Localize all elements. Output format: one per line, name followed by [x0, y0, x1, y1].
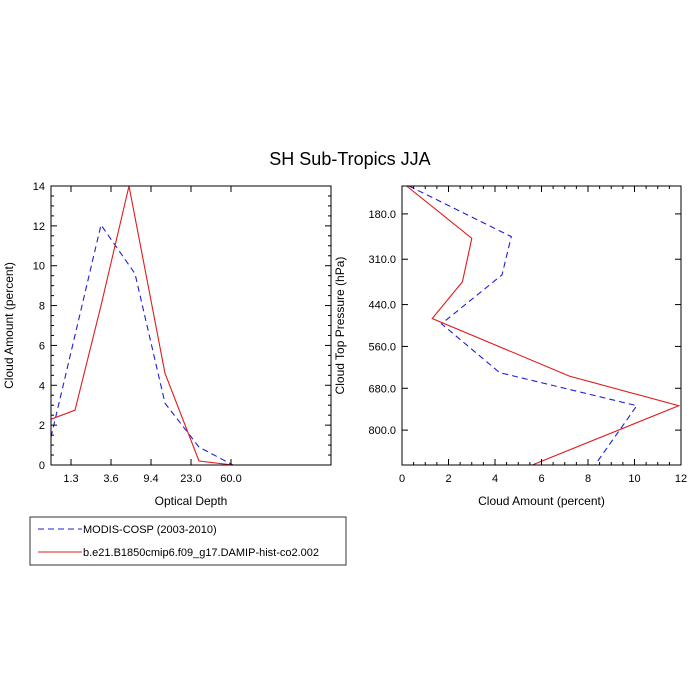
left-ytick-label-4: 8: [39, 301, 45, 313]
right-xtick-label-1: 2: [445, 473, 451, 485]
left-ytick-label-2: 4: [39, 380, 45, 392]
legend: MODIS-COSP (2003-2010) b.e21.B1850cmip6.…: [29, 516, 347, 566]
right-ytick-label-0: 180.0: [368, 209, 396, 221]
left-ytick-label-1: 2: [39, 420, 45, 432]
chart-title: SH Sub-Tropics JJA: [269, 149, 430, 169]
right-ytick-label-4: 680.0: [368, 383, 396, 395]
left-series-obs-line: [51, 223, 234, 465]
left-xtick-label-0: 1.3: [63, 473, 78, 485]
left-xtick-label-4: 60.0: [220, 473, 241, 485]
left-xtick-label-2: 9.4: [143, 473, 158, 485]
right-ytick-label-5: 800.0: [368, 425, 396, 437]
right-ytick-label-1: 310.0: [368, 254, 396, 266]
left-frame: [50, 185, 332, 466]
left-ytick-label-0: 0: [39, 460, 45, 472]
left-ytick-label-6: 12: [33, 221, 45, 233]
right-y-axis-label: Cloud Top Pressure (hPa): [333, 257, 347, 395]
left-series-model-line: [51, 186, 234, 465]
right-panel-cloud-top-pressure: 0 2 4 6 8 10 12 180.0 310.0 440.0 560.0 680.0 800.0 C…: [333, 185, 687, 508]
right-ytick-label-3: 560.0: [368, 341, 396, 353]
left-panel-optical-depth: 1.3 3.6 9.4 23.0 60.0 0 2 4 6 8 10 12 14 Optical Dept…: [2, 181, 332, 508]
right-series-obs-line: [408, 186, 638, 465]
legend-box: [29, 516, 347, 566]
right-series-model-line: [406, 186, 681, 465]
left-ytick-label-3: 6: [39, 340, 45, 352]
right-xtick-label-2: 4: [492, 473, 498, 485]
left-xtick-label-1: 3.6: [103, 473, 118, 485]
left-ytick-label-7: 14: [33, 181, 45, 193]
right-x-axis-label: Cloud Amount (percent): [478, 494, 605, 508]
legend-label-obs: MODIS-COSP (2003-2010): [83, 524, 217, 536]
right-xtick-label-6: 12: [675, 473, 687, 485]
right-xtick-label-5: 10: [628, 473, 640, 485]
left-ytick-label-5: 10: [33, 261, 45, 273]
legend-label-model: b.e21.B1850cmip6.f09_g17.DAMIP-hist-co2.…: [83, 547, 319, 559]
right-xtick-label-0: 0: [399, 473, 405, 485]
right-xtick-label-4: 8: [585, 473, 591, 485]
left-xtick-label-3: 23.0: [180, 473, 201, 485]
right-ytick-label-2: 440.0: [368, 300, 396, 312]
left-x-axis-label: Optical Depth: [155, 494, 228, 508]
right-xtick-label-3: 6: [538, 473, 544, 485]
left-y-axis-label: Cloud Amount (percent): [2, 262, 16, 389]
